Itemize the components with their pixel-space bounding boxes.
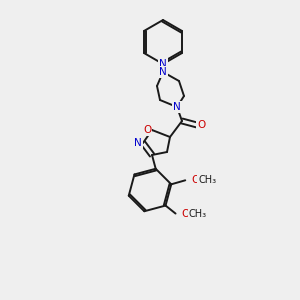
Text: N: N: [173, 102, 181, 112]
Text: N: N: [159, 59, 167, 69]
Text: O: O: [143, 125, 151, 135]
Text: CH₃: CH₃: [188, 208, 207, 219]
Text: CH₃: CH₃: [198, 175, 216, 185]
Text: O: O: [182, 208, 190, 219]
Text: O: O: [191, 175, 200, 185]
Text: N: N: [159, 67, 167, 77]
Text: N: N: [134, 138, 142, 148]
Text: O: O: [197, 120, 205, 130]
